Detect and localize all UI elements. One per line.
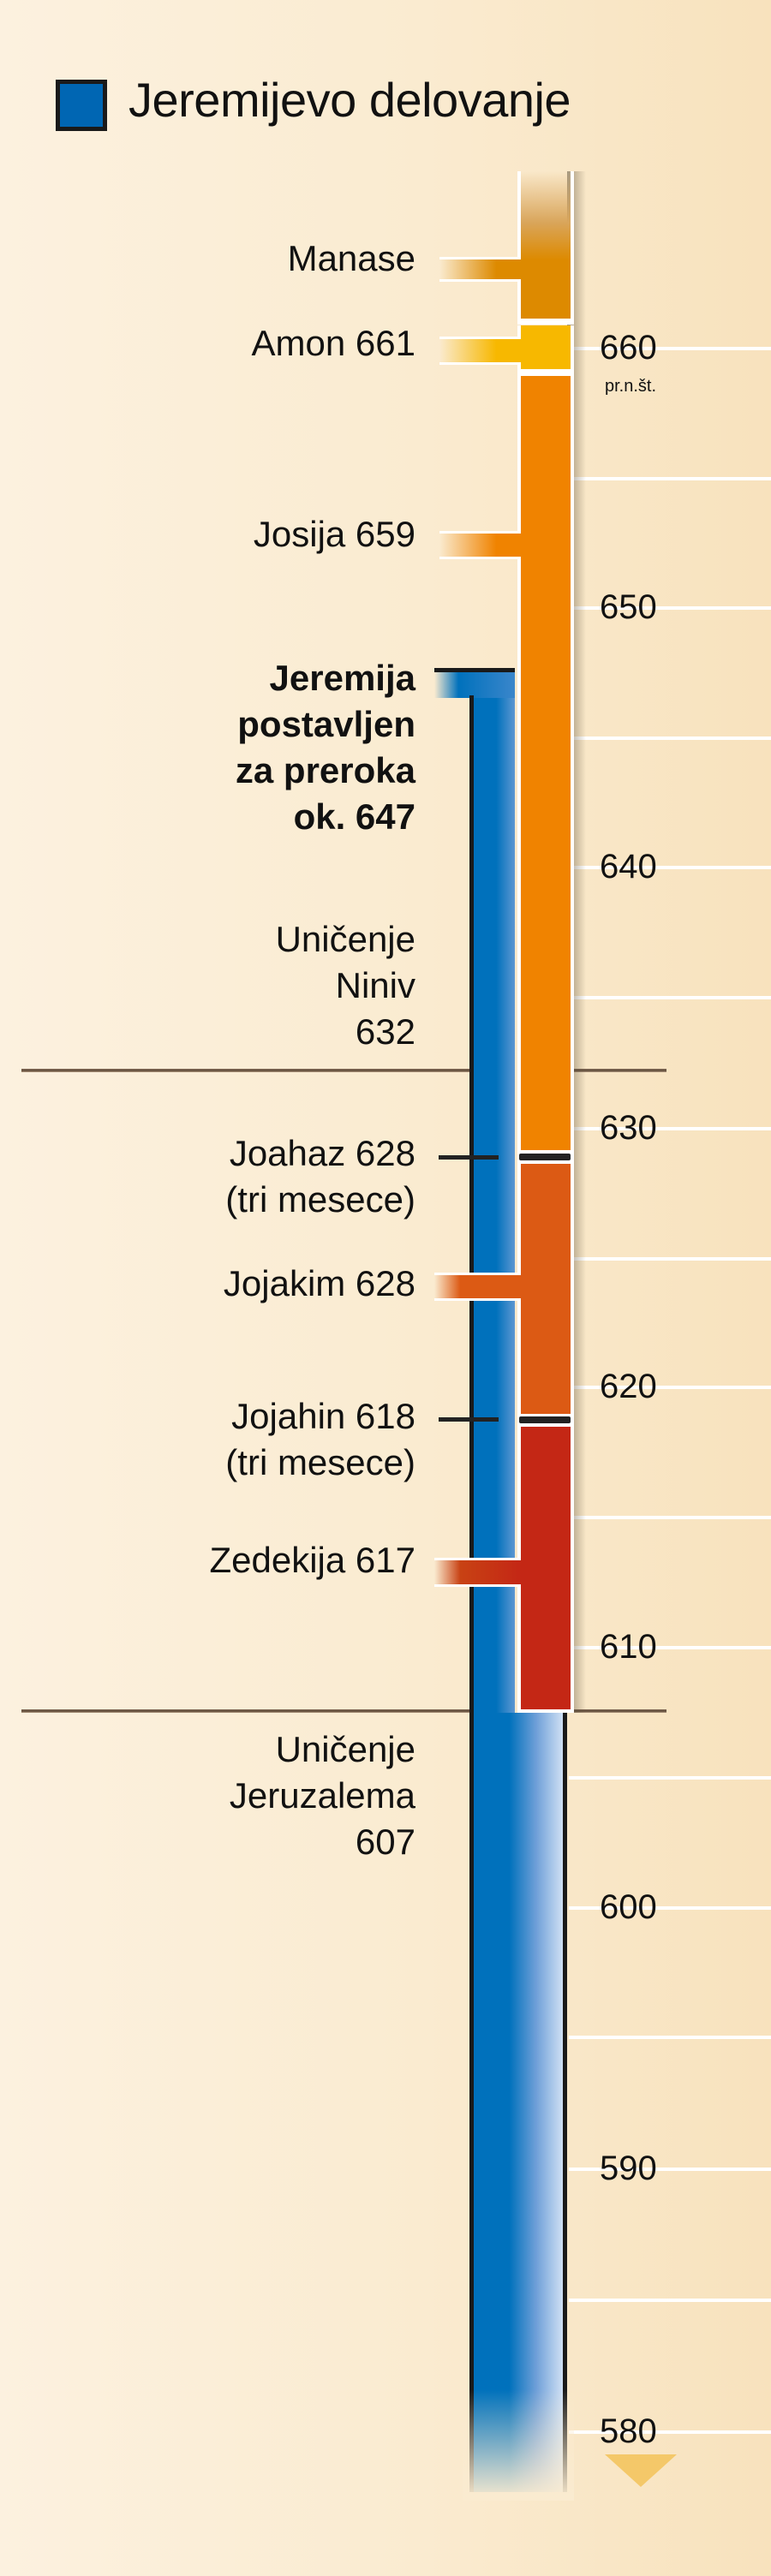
tick-590 [569,2168,771,2171]
stub-manase [439,257,521,282]
bar-fade-out [463,2389,574,2501]
era-label: pr.n.št. [605,377,657,396]
label-niniva-line1: Uničenje [275,919,415,959]
label-jojahin-line2: (tri mesece) [225,1442,415,1482]
axis-label-610: 610 [600,1628,657,1666]
jeremiah-corner [469,695,474,704]
down-arrow-icon [605,2454,677,2487]
label-amon: Amon 661 [251,323,415,363]
label-jeruzalem: Uničenje Jeruzalema 607 [230,1726,415,1865]
label-zedekija: Zedekija 617 [209,1540,416,1580]
separator-jeruzalem-left [21,1709,471,1713]
label-joahaz-line2: (tri mesece) [225,1179,415,1219]
axis-label-650: 650 [600,588,657,626]
stub-josija [439,531,521,559]
axis-label-660: 660 [600,329,657,367]
separator-jeruzalem-right [569,1709,666,1713]
reign-jojakim [517,1164,574,1423]
label-niniva-line2: Niniv [335,965,415,1005]
label-jeremija-line1: Jeremija [269,658,415,698]
label-jojakim: Jojakim 628 [223,1263,415,1303]
tick-620 [569,1386,771,1389]
jeremiah-ministry-bar-lower [469,1713,567,2492]
marker-jojahin-reign [519,1416,571,1423]
tick-600 [569,1906,771,1910]
reign-zedekija [517,1427,574,1713]
axis-label-590: 590 [600,2150,657,2187]
label-niniva: Uničenje Niniv 632 [276,916,415,1055]
tick-605 [569,1776,771,1780]
label-jeruzalem-line3: 607 [355,1822,415,1862]
jeremiah-start-stub [434,668,515,698]
label-jeruzalem-line1: Uničenje [275,1729,415,1769]
label-manase: Manase [287,238,415,278]
tick-585 [569,2299,771,2302]
stub-zedekija [434,1558,521,1587]
axis-label-580: 580 [600,2412,657,2450]
label-jeremija: Jeremija postavljen za preroka ok. 647 [236,655,415,840]
tick-660 [569,347,771,350]
tick-580 [569,2430,771,2434]
label-jeremija-line3: za preroka [235,750,415,790]
reign-gap [517,369,574,376]
reign-amon [517,325,574,369]
label-jeremija-line2: postavljen [237,704,415,744]
tick-595 [569,2036,771,2039]
legend-swatch-blue [56,80,107,131]
label-jeremija-line4: ok. 647 [293,796,415,837]
jeremiah-ministry-bar [469,698,515,1713]
marker-joahaz [439,1155,499,1160]
axis-label-640: 640 [600,848,657,886]
tick-630 [569,1127,771,1130]
tick-645 [569,736,771,740]
label-niniva-line3: 632 [355,1011,415,1052]
tick-635 [569,996,771,999]
axis-label-600: 600 [600,1888,657,1926]
separator-niniva-left [21,1069,471,1072]
chart-title: Jeremijevo delovanje [128,73,571,127]
label-jeruzalem-line2: Jeruzalema [229,1775,415,1816]
separator-niniva-right [569,1069,666,1072]
tick-625 [569,1257,771,1261]
reign-gap [517,319,574,325]
reign-josija [517,376,574,1150]
stub-amon [439,337,521,365]
tick-650 [569,606,771,610]
marker-joahaz-reign [519,1154,571,1160]
label-joahaz-line1: Joahaz 628 [229,1133,415,1173]
axis-label-630: 630 [600,1109,657,1147]
tick-615 [569,1516,771,1519]
marker-jojahin [439,1417,499,1422]
tick-655 [569,477,771,480]
axis-label-620: 620 [600,1368,657,1405]
label-joahaz: Joahaz 628 (tri mesece) [225,1130,415,1223]
reign-manase [517,171,574,319]
label-jojahin: Jojahin 618 (tri mesece) [225,1393,415,1486]
label-jojahin-line1: Jojahin 618 [231,1396,415,1436]
tick-610 [569,1646,771,1649]
stub-jojakim [434,1273,521,1301]
label-josija: Josija 659 [253,514,415,554]
tick-640 [569,866,771,869]
